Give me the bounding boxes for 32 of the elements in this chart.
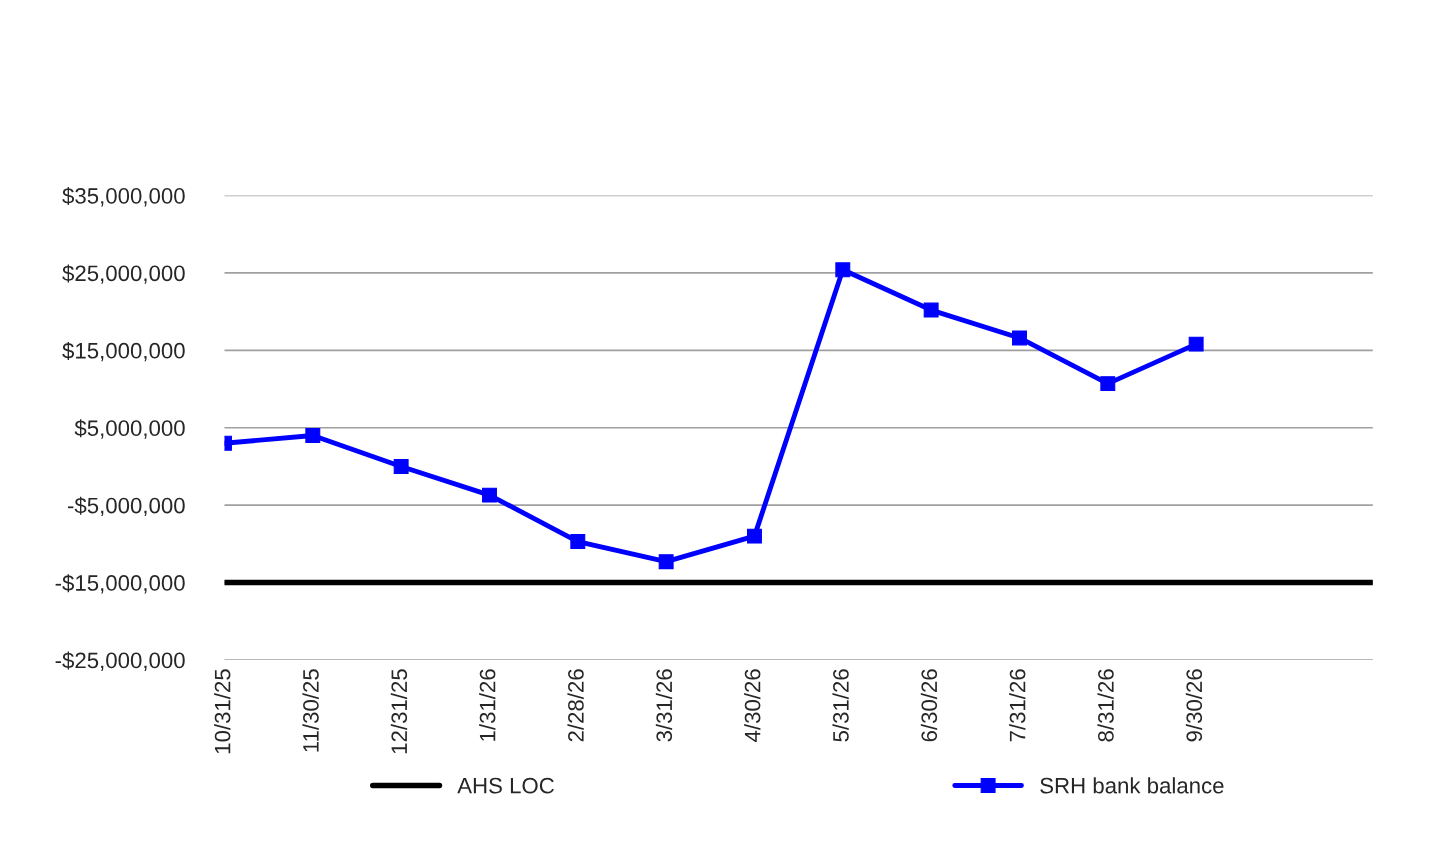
- y-tick-label: -$25,000,000: [55, 651, 185, 671]
- x-tick-label: 11/30/25: [302, 669, 319, 752]
- legend-label: AHS LOC: [457, 777, 554, 794]
- y-tick-label: $35,000,000: [62, 187, 185, 207]
- y-tick-label: -$15,000,000: [55, 574, 185, 594]
- x-tick-label: 3/31/26: [655, 669, 673, 742]
- point: [835, 262, 851, 278]
- point: [1100, 376, 1116, 392]
- x-tick-label: 12/31/25: [390, 669, 408, 754]
- x-tick-label: 5/31/26: [832, 669, 849, 742]
- point: [570, 534, 586, 550]
- x-tick-label: 6/30/26: [920, 669, 938, 742]
- x-tick-label: 8/31/26: [1097, 669, 1114, 742]
- x-tick-label: 1/31/26: [479, 669, 496, 741]
- x-tick-label: 10/31/25: [214, 669, 231, 754]
- y-tick-label: -$5,000,000: [67, 496, 185, 517]
- x-tick-label: 2/28/26: [567, 669, 584, 742]
- legend-label: SRH bank balance: [1040, 777, 1224, 794]
- x-tick-label: 7/31/26: [1009, 669, 1026, 742]
- point: [1188, 336, 1204, 352]
- x-tick-label: 9/30/26: [1185, 669, 1203, 742]
- point: [393, 458, 409, 474]
- y-tick-label: $25,000,000: [62, 264, 185, 284]
- point: [305, 428, 321, 443]
- point: [747, 528, 762, 544]
- x-tick-label: 4/30/26: [744, 669, 761, 742]
- y-tick-label: $15,000,000: [62, 341, 185, 362]
- point: [658, 554, 674, 570]
- point: [482, 487, 497, 503]
- y-tick-label: $5,000,000: [74, 419, 185, 439]
- point: [1012, 330, 1027, 346]
- point: [923, 302, 939, 318]
